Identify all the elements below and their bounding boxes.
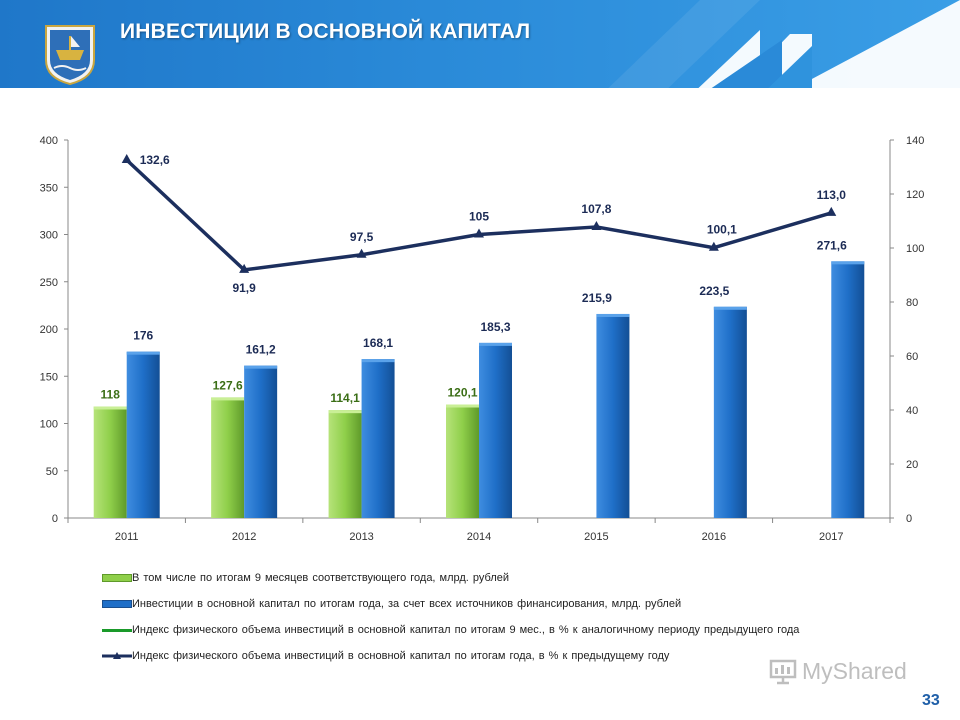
index-line xyxy=(121,153,837,273)
bar-blue xyxy=(361,359,395,518)
legend-swatch-dark-line xyxy=(102,652,132,659)
data-label-line: 100,1 xyxy=(707,223,737,237)
bar-blue-cap xyxy=(361,359,395,363)
left-tick-label: 250 xyxy=(40,277,58,289)
bar-green xyxy=(211,397,245,518)
data-label-blue: 215,9 xyxy=(582,291,612,305)
page-number: 33 xyxy=(922,692,940,709)
line-marker xyxy=(826,206,837,216)
line-marker xyxy=(591,220,602,230)
left-tick-label: 200 xyxy=(40,324,58,336)
data-label-line: 105 xyxy=(469,210,489,224)
left-tick-label: 0 xyxy=(52,513,58,525)
data-label-green: 118 xyxy=(101,387,121,401)
legend-label: Индекс физического объема инвестиций в о… xyxy=(132,650,670,662)
left-tick-label: 100 xyxy=(40,419,58,431)
data-label-line: 97,5 xyxy=(350,230,374,244)
right-tick-label: 140 xyxy=(906,135,924,147)
data-label-blue: 168,1 xyxy=(363,336,393,350)
data-label-line: 132,6 xyxy=(140,153,170,167)
data-label-green: 114,1 xyxy=(330,391,360,405)
data-label-green: 120,1 xyxy=(447,386,477,400)
bar-green xyxy=(446,404,479,518)
legend-item-green-line: Индекс физического объема инвестиций в о… xyxy=(102,622,799,638)
bar-blue xyxy=(479,342,512,518)
x-tick-label: 2016 xyxy=(702,531,726,543)
legend-swatch-blue xyxy=(102,600,132,608)
bar-green-cap xyxy=(93,406,127,410)
header-decoration xyxy=(0,0,960,96)
right-axis: 0 20 40 60 80 100 120 140 xyxy=(889,135,924,525)
page-title: ИНВЕСТИЦИИ В ОСНОВНОЙ КАПИТАЛ xyxy=(120,20,531,43)
legend-item-blue-bars: Инвестиции в основной капитал по итогам … xyxy=(102,596,681,612)
line-marker xyxy=(474,228,484,238)
left-tick-label: 400 xyxy=(40,135,58,147)
legend-swatch-green-line xyxy=(102,628,132,632)
bar-blue-cap xyxy=(831,261,865,265)
x-axis: 2011 2012 2013 2014 2015 2016 2017 xyxy=(67,517,891,543)
coat-of-arms-icon xyxy=(45,25,95,86)
x-tick-label: 2013 xyxy=(349,531,373,543)
legend-item-green-bars: В том числе по итогам 9 месяцев соответс… xyxy=(102,570,509,586)
left-tick-label: 300 xyxy=(40,230,58,242)
right-tick-label: 80 xyxy=(906,297,918,309)
bar-green xyxy=(93,406,127,518)
data-label-blue: 271,6 xyxy=(817,238,847,252)
legend-label: В том числе по итогам 9 месяцев соответс… xyxy=(132,572,510,584)
right-tick-label: 100 xyxy=(906,243,924,255)
left-axis: 0 50 100 150 200 250 300 350 400 xyxy=(40,135,69,525)
data-label-line: 107,8 xyxy=(581,202,611,216)
line-marker xyxy=(121,153,132,163)
right-tick-label: 60 xyxy=(906,351,918,363)
investment-chart: 0 50 100 150 200 250 300 350 400 0 20 40 60 80 100 120… xyxy=(40,135,925,543)
right-tick-label: 120 xyxy=(906,189,924,201)
left-tick-label: 50 xyxy=(46,466,58,478)
data-label-blue: 161,2 xyxy=(246,343,276,357)
bar-green-cap xyxy=(328,410,362,414)
data-label-line: 91,9 xyxy=(232,281,256,295)
bars xyxy=(93,261,865,518)
bar-blue-cap xyxy=(244,365,278,369)
watermark-text: MyShared xyxy=(802,657,907,684)
bar-blue-cap xyxy=(479,342,512,346)
legend-swatch-green xyxy=(102,574,132,582)
bar-blue xyxy=(244,365,278,518)
watermark: MyShared xyxy=(768,656,907,686)
presentation-icon xyxy=(769,659,797,685)
bar-blue xyxy=(596,313,630,518)
data-label-blue: 223,5 xyxy=(699,284,729,298)
left-tick-label: 350 xyxy=(40,182,58,194)
bar-blue-cap xyxy=(713,306,747,310)
header-banner: ИНВЕСТИЦИИ В ОСНОВНОЙ КАПИТАЛ xyxy=(0,0,960,96)
x-tick-label: 2014 xyxy=(467,531,491,543)
bar-blue-cap xyxy=(596,313,630,317)
data-label-blue: 185,3 xyxy=(480,320,510,334)
right-tick-label: 40 xyxy=(906,405,918,417)
line-marker xyxy=(239,263,250,273)
bar-green-cap xyxy=(446,404,479,408)
bar-blue xyxy=(713,306,747,518)
legend-label: Инвестиции в основной капитал по итогам … xyxy=(132,598,682,610)
x-tick-label: 2017 xyxy=(819,531,843,543)
bar-green xyxy=(328,410,362,518)
bar-green-cap xyxy=(211,397,245,401)
legend-label: Индекс физического объема инвестиций в о… xyxy=(132,624,800,636)
line-marker xyxy=(708,241,719,251)
bar-blue xyxy=(831,261,865,518)
data-label-green: 127,6 xyxy=(213,378,243,392)
right-tick-label: 20 xyxy=(906,459,918,471)
right-tick-label: 0 xyxy=(906,513,912,525)
data-label-blue: 176 xyxy=(133,329,153,343)
bar-blue-cap xyxy=(126,351,160,355)
x-tick-label: 2012 xyxy=(232,531,256,543)
data-label-line: 113,0 xyxy=(817,188,847,202)
line-marker xyxy=(356,248,367,258)
legend-item-dark-line: Индекс физического объема инвестиций в о… xyxy=(102,648,669,664)
bar-blue xyxy=(126,351,160,518)
data-labels: 118 176 127,6 161,2 114,1 168,1 120,1 185,3 215,… xyxy=(101,153,848,405)
x-tick-label: 2015 xyxy=(584,531,608,543)
x-tick-label: 2011 xyxy=(115,531,139,543)
left-tick-label: 150 xyxy=(40,371,58,383)
